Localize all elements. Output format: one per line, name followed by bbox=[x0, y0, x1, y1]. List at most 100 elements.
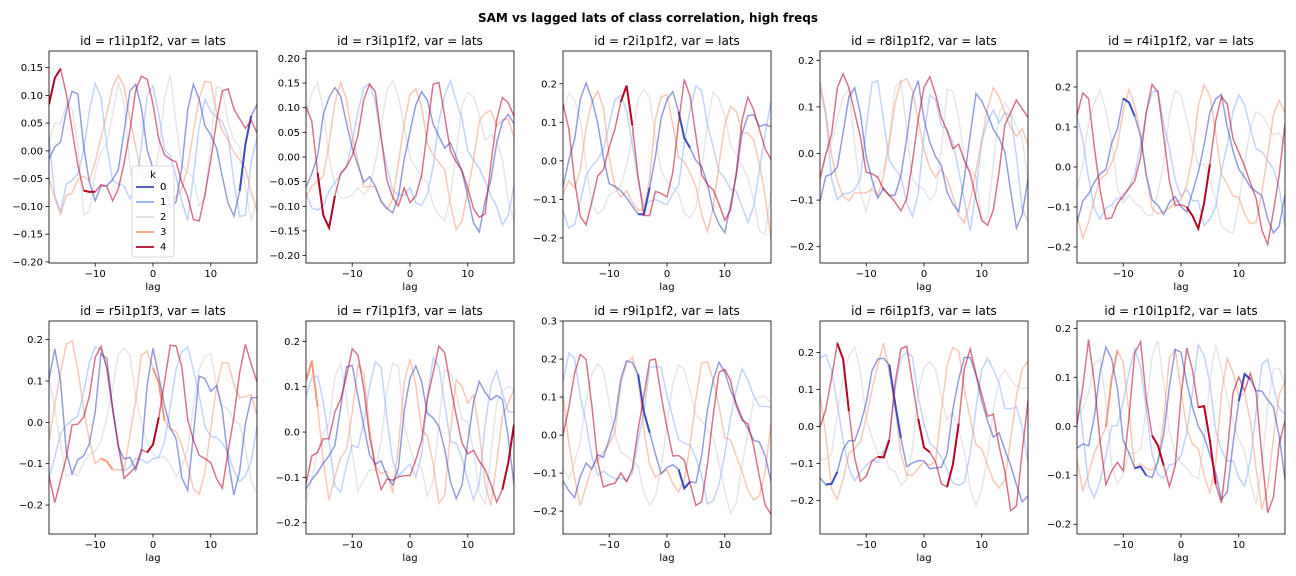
x-tick-label: 0 bbox=[1178, 269, 1184, 280]
axes-frame bbox=[819, 50, 1029, 264]
x-tick-label: 10 bbox=[718, 540, 731, 551]
y-tick-label: 0.2 bbox=[541, 79, 557, 90]
x-tick-label: −10 bbox=[85, 540, 106, 551]
x-axis-label: lag bbox=[402, 282, 417, 293]
significant-segment-k4 bbox=[49, 68, 62, 105]
y-tick-label: 0.0 bbox=[1055, 422, 1071, 433]
y-tick-label: 0.0 bbox=[284, 428, 300, 439]
series-group bbox=[49, 339, 257, 503]
series-line-k3 bbox=[1077, 82, 1285, 241]
significant-segment-k4 bbox=[83, 189, 96, 193]
series-line-k4 bbox=[563, 352, 771, 515]
y-tick-label: 0.15 bbox=[278, 79, 300, 90]
subplot-2: id = r3i1p1f2, var = lats −10 0 10 lag −0.20 −… bbox=[269, 34, 515, 293]
y-tick-label: −0.05 bbox=[269, 177, 300, 188]
x-axis-label: lag bbox=[402, 553, 417, 564]
series-line-k3 bbox=[563, 89, 771, 240]
significant-segment-k3 bbox=[306, 360, 319, 407]
significant-segment-k0 bbox=[677, 111, 691, 149]
y-tick-label: 0.1 bbox=[798, 102, 814, 113]
x-tick-label: 10 bbox=[975, 540, 988, 551]
y-tick-label: 0.2 bbox=[798, 56, 814, 67]
significant-segment-k0 bbox=[825, 471, 839, 486]
subplot-title: id = r4i1p1f2, var = lats bbox=[1108, 34, 1254, 48]
series-line-k3 bbox=[820, 342, 1028, 502]
significant-segment-k3 bbox=[100, 457, 114, 471]
subplot-title: id = r1i1p1f2, var = lats bbox=[80, 34, 226, 48]
subplot-3: id = r2i1p1f2, var = lats −10 0 10 lag −0.2 −0… bbox=[533, 34, 772, 293]
x-tick-label: −10 bbox=[342, 269, 363, 280]
y-tick-label: 0.2 bbox=[798, 348, 814, 359]
significant-segment-k0 bbox=[637, 374, 651, 433]
subplot-title: id = r5i1p1f3, var = lats bbox=[80, 304, 226, 318]
y-tick-label: 0.3 bbox=[541, 317, 557, 328]
x-tick-label: 10 bbox=[204, 269, 217, 280]
significant-segment-k0 bbox=[1122, 97, 1136, 117]
y-tick-label: −0.10 bbox=[12, 202, 43, 213]
x-tick-label: 10 bbox=[204, 540, 217, 551]
series-line-k1 bbox=[306, 355, 514, 503]
x-tick-label: 0 bbox=[150, 540, 156, 551]
y-tick-label: −0.15 bbox=[269, 226, 300, 237]
y-tick-label: 0.10 bbox=[21, 91, 43, 102]
series-group bbox=[306, 78, 514, 234]
y-tick-label: 0.20 bbox=[278, 54, 300, 65]
y-tick-label: 0.1 bbox=[1055, 373, 1071, 384]
x-axis-label: lag bbox=[145, 553, 160, 564]
series-line-k2 bbox=[49, 347, 257, 494]
legend-box bbox=[131, 165, 175, 258]
figure-title: SAM vs lagged lats of class correlation,… bbox=[478, 11, 818, 25]
significant-segment-k4 bbox=[146, 417, 160, 453]
y-tick-label: 0.1 bbox=[284, 382, 300, 393]
significant-segment-k3 bbox=[152, 367, 166, 421]
x-tick-label: 0 bbox=[921, 269, 927, 280]
significant-segment-k0 bbox=[888, 364, 902, 439]
series-line-k1 bbox=[1077, 342, 1285, 500]
series-line-k0 bbox=[306, 86, 514, 234]
series-line-k0 bbox=[563, 80, 771, 235]
subplot-title: id = r7i1p1f3, var = lats bbox=[337, 304, 483, 318]
series-line-k2 bbox=[820, 344, 1028, 508]
series-line-k1 bbox=[1077, 89, 1285, 228]
series-line-k4 bbox=[306, 81, 514, 231]
y-tick-label: −0.1 bbox=[790, 196, 814, 207]
series-line-k0 bbox=[820, 356, 1028, 504]
x-tick-label: 0 bbox=[1178, 540, 1184, 551]
x-tick-label: 0 bbox=[407, 540, 413, 551]
y-tick-label: −0.1 bbox=[19, 459, 43, 470]
subplot-title: id = r3i1p1f2, var = lats bbox=[337, 34, 483, 48]
x-axis-label: lag bbox=[145, 282, 160, 293]
series-line-k2 bbox=[563, 87, 771, 237]
significant-segment-k4 bbox=[1151, 434, 1165, 466]
series-group bbox=[1077, 339, 1285, 513]
series-line-k0 bbox=[306, 363, 514, 501]
significant-segment-k4 bbox=[877, 439, 891, 459]
y-tick-label: 0.0 bbox=[541, 156, 557, 167]
x-tick-label: −10 bbox=[599, 269, 620, 280]
series-group bbox=[306, 344, 514, 507]
series-line-k2 bbox=[1077, 340, 1285, 504]
x-tick-label: 0 bbox=[150, 269, 156, 280]
y-tick-label: 0.05 bbox=[21, 119, 43, 130]
y-tick-label: −0.2 bbox=[790, 496, 814, 507]
subplot-8: id = r9i1p1f2, var = lats −10 0 10 lag −0.2 −0… bbox=[533, 304, 772, 564]
y-tick-label: −0.1 bbox=[533, 469, 557, 480]
y-tick-label: −0.1 bbox=[533, 195, 557, 206]
y-tick-label: 0.15 bbox=[21, 63, 43, 74]
significant-segment-k4 bbox=[1185, 164, 1211, 232]
y-tick-label: −0.05 bbox=[12, 174, 43, 185]
x-tick-label: 0 bbox=[664, 540, 670, 551]
subplot-6: id = r5i1p1f3, var = lats −10 0 10 lag −0.2 −0… bbox=[19, 304, 258, 564]
series-line-k4 bbox=[1077, 339, 1285, 513]
y-tick-label: 0.2 bbox=[1055, 324, 1071, 335]
y-tick-label: −0.20 bbox=[269, 251, 300, 262]
y-tick-label: 0.0 bbox=[798, 149, 814, 160]
significant-segment-k3 bbox=[1104, 350, 1119, 428]
y-tick-label: 0.1 bbox=[27, 376, 43, 387]
subplot-title: id = r9i1p1f2, var = lats bbox=[594, 304, 740, 318]
x-tick-label: −10 bbox=[599, 540, 620, 551]
y-tick-label: −0.2 bbox=[533, 507, 557, 518]
x-axis-label: lag bbox=[916, 282, 931, 293]
subplot-9: id = r6i1p1f3, var = lats −10 0 10 lag −0.2 −0… bbox=[790, 304, 1029, 564]
